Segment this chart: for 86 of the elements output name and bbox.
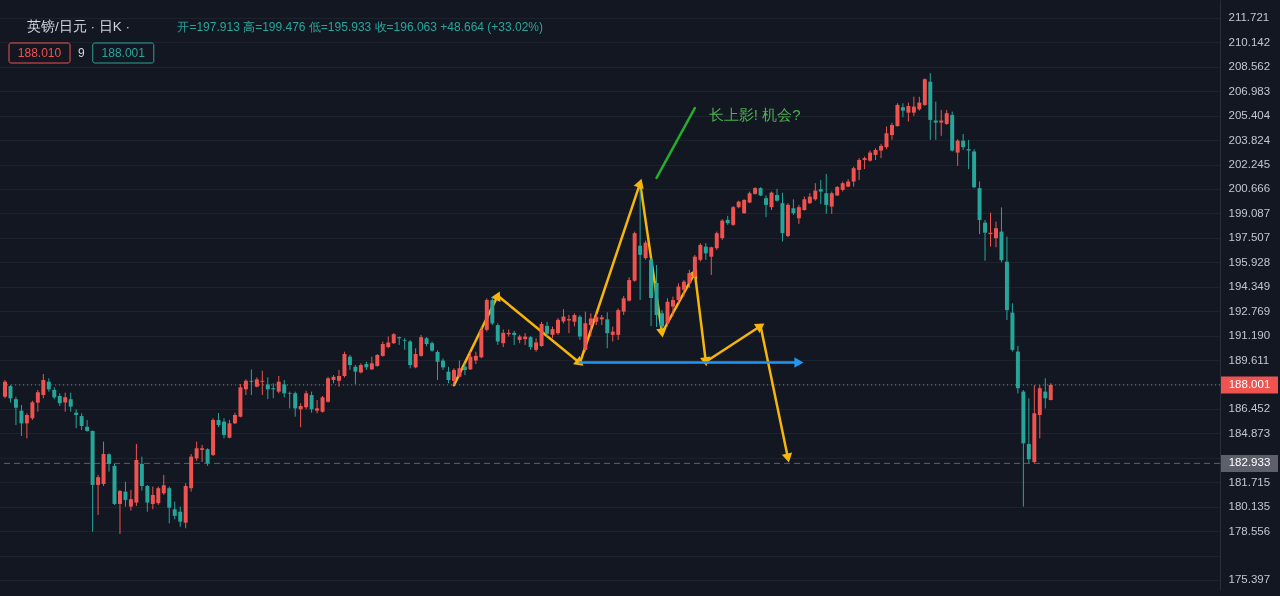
candlestick	[906, 102, 911, 123]
candlestick	[63, 392, 68, 413]
candlestick	[1043, 377, 1048, 409]
y-tick-label: 191.190	[1228, 329, 1271, 342]
candlestick	[676, 282, 681, 304]
y-tick-label: 189.611	[1228, 353, 1270, 366]
candlestick	[402, 337, 407, 351]
candlestick	[818, 179, 823, 205]
y-tick-label: 202.245	[1228, 158, 1271, 171]
y-tick-label: 180.135	[1228, 500, 1271, 513]
candlestick	[638, 189, 643, 301]
candlestick	[775, 188, 779, 203]
candlestick	[249, 368, 254, 396]
candlestick	[900, 102, 905, 118]
y-tick-label: 208.562	[1228, 60, 1271, 73]
candlestick	[490, 296, 495, 326]
point	[781, 452, 793, 463]
candlestick	[1026, 397, 1031, 464]
y-tick-label: 178.556	[1228, 524, 1271, 537]
candlestick	[309, 391, 314, 414]
candlestick	[13, 396, 18, 426]
candlestick	[495, 322, 500, 346]
annotation: 188.001	[101, 46, 146, 60]
point	[491, 291, 501, 303]
point	[656, 327, 667, 338]
candlestick	[123, 481, 128, 508]
candlestick	[577, 314, 582, 341]
y-tick-label: 210.142	[1228, 35, 1271, 48]
ref-line-label: 182.933	[1228, 456, 1271, 469]
y-tick-label: 192.769	[1228, 304, 1271, 317]
candlestick	[85, 419, 90, 433]
y-tick-label: 197.507	[1228, 231, 1271, 244]
y-tick-label: 206.983	[1228, 84, 1271, 97]
point	[633, 178, 644, 190]
y-tick-label: 184.873	[1228, 426, 1271, 439]
annotation: 9	[78, 46, 86, 60]
y-tick-label: 194.349	[1228, 280, 1271, 293]
candlestick	[315, 399, 320, 414]
candlestick	[107, 452, 112, 473]
y-tick-label: 195.928	[1228, 255, 1271, 268]
ref-line-label: 188.001	[1228, 377, 1271, 390]
candlestick	[19, 404, 24, 437]
candlestick	[161, 474, 166, 496]
point	[753, 323, 765, 333]
candlestick	[68, 392, 73, 413]
candlestick	[145, 484, 150, 513]
candlestick	[408, 339, 413, 369]
candlestick	[353, 364, 358, 385]
candlestick	[117, 489, 122, 535]
candlestick	[955, 138, 960, 167]
candlestick	[539, 321, 544, 348]
candlestick	[545, 321, 550, 338]
candlestick	[96, 474, 101, 516]
y-tick-label: 205.404	[1228, 109, 1271, 122]
candlestick	[670, 296, 675, 318]
y-tick-label: 181.715	[1228, 475, 1271, 488]
candlestick	[643, 240, 648, 261]
candlestick	[824, 173, 829, 215]
y-tick-label: 211.721	[1228, 11, 1270, 24]
candlestick	[769, 191, 774, 211]
text: 开=197.913 高=199.476 低=195.933 收=196.063 +48.664 (+33.02%)	[177, 20, 544, 34]
candlestick	[462, 362, 467, 376]
y-tick-label: 199.087	[1228, 206, 1271, 219]
candlestick	[731, 205, 736, 227]
candlestick	[764, 194, 769, 218]
annotation: 长上影! 机会?	[708, 106, 801, 123]
candlestick	[534, 337, 539, 353]
candlestick	[167, 486, 172, 524]
candlestick	[933, 101, 938, 141]
text: 英镑/日元 · 日K ·	[27, 19, 130, 34]
candlestick	[939, 109, 944, 137]
y-tick-label: 175.397	[1228, 573, 1271, 586]
candlestick	[961, 133, 966, 151]
y-tick-label: 186.452	[1228, 402, 1271, 415]
candlestick	[347, 354, 352, 371]
candlestick	[139, 456, 144, 492]
candlestick	[336, 369, 341, 388]
candlestick	[468, 351, 473, 371]
candlestick	[966, 139, 971, 170]
annotation: 188.010	[17, 46, 62, 60]
y-tick-label: 200.666	[1228, 182, 1271, 195]
candlestick	[983, 219, 988, 262]
candlestick	[605, 311, 610, 349]
y-tick-label: 203.824	[1228, 133, 1271, 146]
candlestick	[709, 246, 714, 276]
candlestick	[342, 351, 347, 378]
